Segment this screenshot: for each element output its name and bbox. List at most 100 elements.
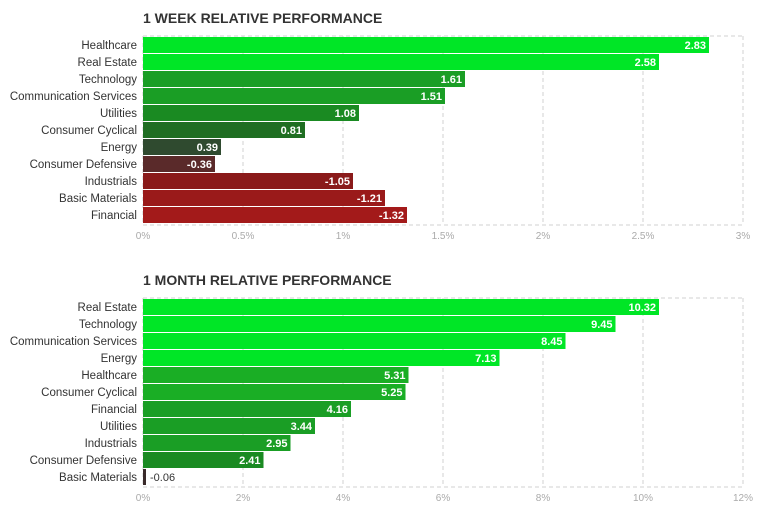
bar [143, 384, 406, 400]
category-label: Energy [101, 142, 138, 154]
bar-row: Consumer Defensive 2.41 [30, 452, 264, 468]
bar [143, 452, 264, 468]
category-label: Healthcare [81, 40, 137, 52]
x-tick-label: 6% [436, 493, 451, 504]
value-label: 2.41 [239, 455, 260, 467]
week-performance-chart: 1 WEEK RELATIVE PERFORMANCE 0% 0.5% 1% 1.5%… [0, 0, 763, 250]
bar [143, 156, 215, 172]
value-label: 3.44 [291, 421, 313, 433]
bar-row: Healthcare 5.31 [81, 367, 409, 383]
value-label: -0.06 [150, 472, 175, 484]
bar [143, 469, 146, 485]
value-label: -0.36 [187, 159, 212, 171]
bar [143, 139, 221, 155]
bar-row: Technology 1.61 [79, 71, 465, 87]
bar [143, 122, 305, 138]
value-label: 2.83 [685, 40, 706, 52]
x-tick-label: 10% [633, 493, 653, 504]
bar [143, 435, 291, 451]
bar [143, 401, 351, 417]
bar-row: Basic Materials -0.06 [59, 469, 175, 485]
x-tick-label: 0% [136, 493, 151, 504]
bar-row: Energy 7.13 [101, 350, 500, 366]
x-tick-label: 12% [733, 493, 753, 504]
bar-row: Financial 4.16 [91, 401, 351, 417]
x-tick-label: 3% [736, 231, 751, 242]
month-performance-plot: 0% 2% 4% 6% 8% 10% 12% Real Estate 10.32 Technolo… [10, 297, 753, 504]
value-label: 2.58 [635, 57, 656, 69]
bar [143, 37, 709, 53]
x-tick-label: 1% [336, 231, 351, 242]
category-label: Consumer Cyclical [41, 125, 137, 137]
category-label: Financial [91, 404, 137, 416]
category-label: Real Estate [78, 302, 137, 314]
x-tick-label: 0.5% [232, 231, 255, 242]
x-tick-label: 8% [536, 493, 551, 504]
bar-row: Consumer Cyclical 0.81 [41, 122, 305, 138]
bar-row: Consumer Cyclical 5.25 [41, 384, 406, 400]
x-tick-label: 2% [536, 231, 551, 242]
month-performance-chart: 1 MONTH RELATIVE PERFORMANCE 0% 2% 4% 6% 8% 1… [0, 262, 763, 508]
value-label: 1.51 [421, 91, 442, 103]
chart-title: 1 MONTH RELATIVE PERFORMANCE [143, 272, 392, 288]
value-label: 1.61 [441, 74, 462, 86]
category-label: Basic Materials [59, 472, 137, 484]
bar [143, 350, 500, 366]
value-label: 5.31 [384, 370, 405, 382]
category-label: Energy [101, 353, 138, 365]
bar-row: Communication Services 1.51 [10, 88, 445, 104]
value-label: -1.32 [379, 210, 404, 222]
category-label: Financial [91, 210, 137, 222]
category-label: Consumer Defensive [30, 159, 137, 171]
x-tick-label: 2% [236, 493, 251, 504]
value-label: -1.05 [325, 176, 350, 188]
value-label: 0.81 [281, 125, 302, 137]
week-performance-plot: 0% 0.5% 1% 1.5% 2% 2.5% 3% Healthcare 2.83 Real E… [10, 35, 751, 242]
category-label: Basic Materials [59, 193, 137, 205]
category-label: Utilities [100, 108, 137, 120]
category-label: Utilities [100, 421, 137, 433]
bar-row: Consumer Defensive -0.36 [30, 156, 215, 172]
bar-row: Industrials 2.95 [85, 435, 291, 451]
value-label: 7.13 [475, 353, 496, 365]
bar-row: Financial -1.32 [91, 207, 407, 223]
category-label: Technology [79, 74, 137, 86]
x-tick-label: 2.5% [632, 231, 655, 242]
category-label: Communication Services [10, 91, 137, 103]
bar-row: Real Estate 2.58 [78, 54, 659, 70]
category-label: Communication Services [10, 336, 137, 348]
value-label: 5.25 [381, 387, 402, 399]
bar [143, 418, 315, 434]
x-tick-label: 0% [136, 231, 151, 242]
value-label: 8.45 [541, 336, 562, 348]
bar-row: Healthcare 2.83 [81, 37, 709, 53]
value-label: 2.95 [266, 438, 287, 450]
value-label: 1.08 [335, 108, 356, 120]
category-label: Real Estate [78, 57, 137, 69]
x-tick-label: 1.5% [432, 231, 455, 242]
bar [143, 105, 359, 121]
bar-row: Utilities 3.44 [100, 418, 315, 434]
category-label: Consumer Defensive [30, 455, 137, 467]
category-label: Industrials [85, 438, 138, 450]
bar-row: Utilities 1.08 [100, 105, 359, 121]
value-label: 9.45 [591, 319, 612, 331]
bar [143, 88, 445, 104]
value-label: 0.39 [197, 142, 218, 154]
bar-row: Communication Services 8.45 [10, 333, 566, 349]
bar-row: Real Estate 10.32 [78, 299, 659, 315]
category-label: Technology [79, 319, 137, 331]
bar [143, 316, 616, 332]
bar-row: Basic Materials -1.21 [59, 190, 385, 206]
bar [143, 190, 385, 206]
x-tick-label: 4% [336, 493, 351, 504]
bar [143, 71, 465, 87]
bar [143, 173, 353, 189]
bar-row: Industrials -1.05 [85, 173, 353, 189]
bar [143, 54, 659, 70]
category-label: Industrials [85, 176, 138, 188]
bar-row: Technology 9.45 [79, 316, 616, 332]
bar [143, 299, 659, 315]
bar [143, 333, 566, 349]
chart-title: 1 WEEK RELATIVE PERFORMANCE [143, 10, 383, 26]
